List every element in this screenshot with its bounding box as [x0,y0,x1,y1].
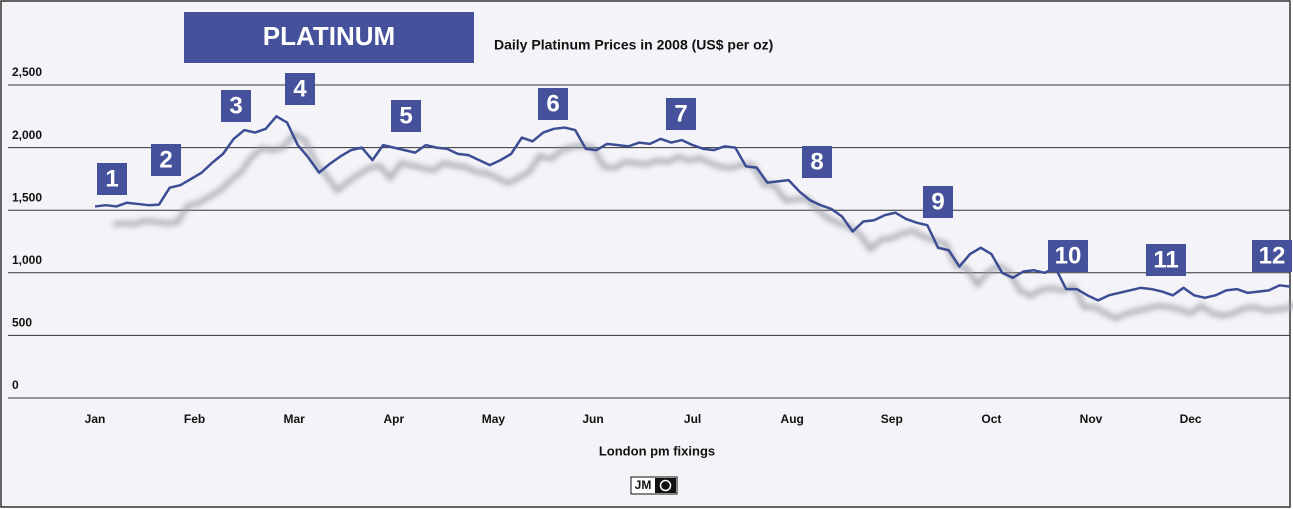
annotation-label: 7 [674,100,687,127]
x-tick-label: Mar [284,412,306,426]
annotation-box [1252,240,1292,272]
x-tick-label: Oct [981,412,1001,426]
annotation-box [151,144,181,176]
annotation-box [391,100,421,132]
annotation-label: 9 [931,188,944,215]
annotation-label: 3 [229,92,242,119]
x-tick-label: Nov [1080,412,1103,426]
annotation-label: 5 [399,102,412,129]
logo: JM [630,476,678,495]
annotation-label: 1 [105,165,118,192]
annotation-label: 10 [1055,242,1082,269]
y-tick-label: 0 [12,378,19,392]
annotation-box [285,73,315,105]
annotation-label: 11 [1153,246,1178,273]
x-tick-label: Sep [881,412,903,426]
y-tick-label: 1,000 [12,253,42,267]
annotation-box [802,146,832,178]
x-axis-label: London pm fixings [599,443,715,458]
x-tick-label: Apr [383,412,404,426]
y-tick-label: 500 [12,316,32,330]
x-tick-label: Feb [184,412,205,426]
annotation-box [1048,240,1088,272]
x-tick-label: Jan [85,412,106,426]
annotation-label: 12 [1259,242,1286,269]
line [94,115,1291,302]
chart-title: Daily Platinum Prices in 2008 (US$ per o… [494,37,773,53]
x-tick-label: Jul [684,412,701,426]
logo-icon [655,478,676,493]
y-tick-label: 1,500 [12,190,42,204]
annotation-label: 8 [810,148,823,175]
annotation-box [221,90,251,122]
annotation-box [538,88,568,120]
line-shadow [112,131,1293,322]
x-tick-label: Aug [781,412,804,426]
logo-icon-mark [659,479,672,492]
header-label: PLATINUM [263,21,395,51]
annotation-box [97,163,127,195]
annotation-label: 2 [159,146,172,173]
x-tick-label: Jun [582,412,603,426]
y-tick-label: 2,000 [12,128,42,142]
annotation-box [1146,244,1186,276]
annotation-label: 4 [293,75,307,102]
annotation-box [666,98,696,130]
annotation-box [923,186,953,218]
x-tick-label: May [482,412,506,426]
header-box [184,12,474,63]
annotation-label: 6 [546,90,559,117]
x-tick-label: Dec [1180,412,1202,426]
logo-text: JM [635,478,652,492]
y-tick-label: 2,500 [12,65,42,79]
